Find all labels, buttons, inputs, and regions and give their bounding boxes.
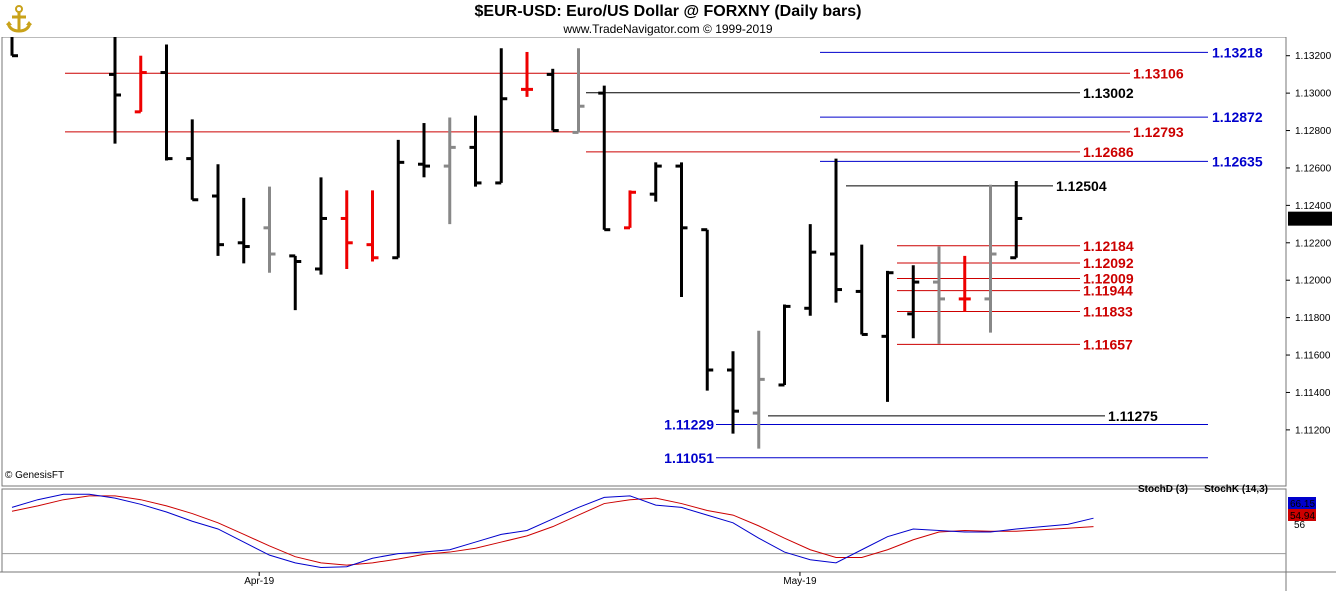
- x-tick-label: Apr-19: [244, 576, 274, 587]
- level-label-1.12635: 1.12635: [1212, 153, 1263, 169]
- price-panel-frame: [1, 36, 1287, 487]
- y-tick-label: 1.12400: [1295, 201, 1332, 212]
- level-label-1.12872: 1.12872: [1212, 109, 1263, 125]
- ohlc-bar: [958, 255, 971, 313]
- chart-title: $EUR-USD: Euro/US Dollar @ FORXNY (Daily…: [474, 3, 862, 20]
- chart-header: $EUR-USD: Euro/US Dollar @ FORXNY (Daily…: [0, 0, 1336, 37]
- stoch-d-line: [11, 495, 1094, 566]
- ohlc-bar: [160, 44, 173, 161]
- ohlc-bar: [624, 190, 636, 230]
- level-label-1.13218: 1.13218: [1212, 44, 1263, 60]
- ohlc-bar: [881, 270, 894, 402]
- level-label-1.12686: 1.12686: [1083, 144, 1134, 160]
- ohlc-bar: [212, 164, 224, 256]
- y-tick-label: 1.11400: [1295, 388, 1331, 399]
- ohlc-bar: [1010, 181, 1023, 260]
- level-label-1.12504: 1.12504: [1056, 178, 1107, 194]
- level-label-1.12184: 1.12184: [1083, 238, 1134, 254]
- y-tick-label: 1.12600: [1295, 163, 1332, 174]
- chart-subtitle: www.TradeNavigator.com © 1999-2019: [563, 22, 773, 36]
- ohlc-bar: [315, 177, 327, 275]
- ohlc-bar: [263, 186, 276, 273]
- stoch-k-line: [11, 493, 1094, 568]
- level-label-1.12092: 1.12092: [1083, 255, 1134, 271]
- level-label-1.12793: 1.12793: [1133, 124, 1184, 140]
- ohlc-bar: [675, 162, 688, 298]
- level-label-1.11833: 1.11833: [1083, 303, 1133, 319]
- ohlc-bar: [469, 115, 482, 187]
- level-label-1.11051: 1.11051: [664, 450, 714, 466]
- stoch-k-value: 66.15: [1290, 499, 1315, 510]
- ohlc-bar: [443, 117, 456, 225]
- ohlc-bar: [804, 224, 817, 316]
- x-tick-label: May-19: [783, 576, 817, 587]
- y-tick-label: 1.13200: [1295, 51, 1332, 62]
- ohlc-bar: [778, 304, 791, 387]
- stoch-d-value: 54.94: [1290, 511, 1315, 522]
- ohlc-bars: [6, 0, 1023, 449]
- indicator-panel-frame: [1, 488, 1287, 573]
- stoch-k-value-box: [1288, 497, 1316, 509]
- ohlc-bar: [598, 85, 611, 232]
- ohlc-bar: [366, 190, 379, 262]
- ohlc-bar: [186, 119, 199, 202]
- copyright-label: © GenesisFT: [5, 470, 64, 481]
- y-tick-label: 1.11800: [1295, 313, 1331, 324]
- stoch-partial-value: 56: [1294, 520, 1306, 531]
- ohlc-bar: [134, 55, 147, 114]
- ohlc-bar: [340, 190, 353, 269]
- legend-stoch-d: StochD (3): [1138, 484, 1188, 495]
- level-label-1.13002: 1.13002: [1083, 85, 1134, 101]
- ohlc-bar: [572, 48, 585, 134]
- ohlc-bar: [237, 197, 250, 264]
- legend-stoch-k: StochK (14,3): [1204, 484, 1268, 495]
- y-tick-label: 1.13000: [1295, 89, 1332, 100]
- ohlc-bar: [546, 68, 559, 133]
- ohlc-bar: [984, 184, 997, 333]
- ohlc-bar: [495, 48, 508, 185]
- last-price-label: 1.12329: [1291, 215, 1328, 226]
- level-label-1.11229: 1.11229: [664, 416, 714, 432]
- y-tick-label: 1.12000: [1295, 276, 1332, 287]
- y-tick-label: 1.12200: [1295, 238, 1332, 249]
- ohlc-bar: [649, 162, 662, 202]
- ohlc-bar: [830, 158, 842, 303]
- last-price-box: [1288, 211, 1332, 226]
- ohlc-bar: [727, 351, 739, 434]
- ohlc-bar: [933, 246, 945, 344]
- ohlc-bar: [701, 228, 714, 391]
- anchor-logo-icon: [6, 5, 32, 33]
- level-label-1.11275: 1.11275: [1108, 408, 1158, 424]
- ohlc-bar: [392, 139, 405, 260]
- y-tick-label: 1.11600: [1295, 351, 1331, 362]
- level-label-1.11944: 1.11944: [1083, 283, 1133, 299]
- y-tick-label: 1.11200: [1295, 425, 1331, 436]
- level-label-1.12009: 1.12009: [1083, 271, 1134, 287]
- level-label-1.11657: 1.11657: [1083, 336, 1133, 352]
- ohlc-bar: [289, 254, 302, 311]
- ohlc-bar: [418, 123, 430, 178]
- ohlc-bar: [855, 244, 868, 336]
- ohlc-bar: [521, 51, 533, 97]
- ohlc-bar: [752, 330, 765, 449]
- y-tick-label: 1.12800: [1295, 126, 1332, 137]
- ohlc-bar: [109, 23, 121, 144]
- level-label-1.13106: 1.13106: [1133, 65, 1184, 81]
- ohlc-bar: [907, 265, 920, 339]
- stoch-d-value-box: [1288, 509, 1316, 521]
